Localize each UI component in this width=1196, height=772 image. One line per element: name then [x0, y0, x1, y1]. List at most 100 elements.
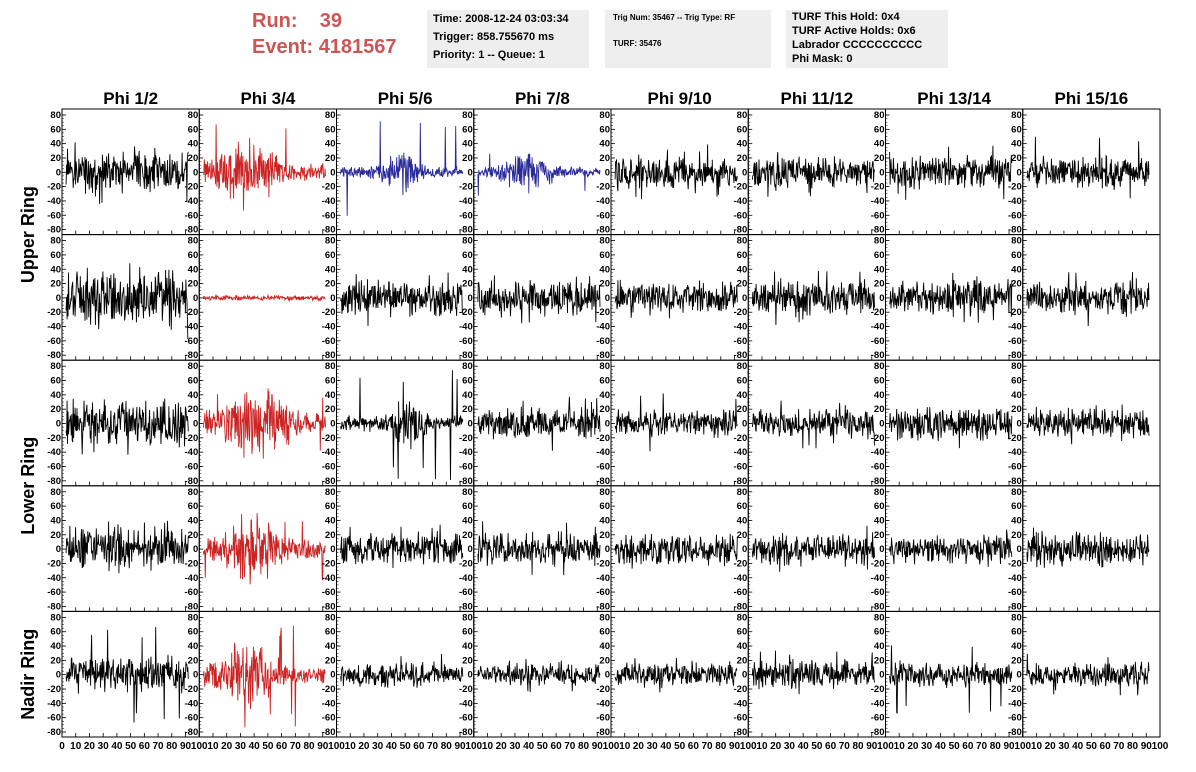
y-tick-label: 40: [1011, 139, 1022, 150]
y-tick-label: 20: [1011, 655, 1022, 666]
y-tick-label: -80: [596, 601, 610, 612]
waveform-trace: [889, 645, 1013, 714]
waveform-trace: [477, 658, 601, 693]
y-tick-label: -60: [871, 713, 885, 724]
y-tick-label: -40: [47, 322, 61, 333]
y-tick-label: 40: [462, 139, 473, 150]
y-tick-label: -40: [596, 573, 610, 584]
y-tick-label: 40: [599, 390, 610, 401]
y-tick-label: -20: [322, 182, 336, 193]
x-tick-label: 80: [1127, 741, 1139, 752]
y-tick-label: 0: [742, 419, 747, 430]
time-line: Time: 2008-12-24 03:03:34: [433, 13, 569, 25]
y-tick-label: 40: [874, 515, 885, 526]
y-tick-label: 20: [325, 153, 336, 164]
y-tick-label: -40: [47, 196, 61, 207]
y-tick-label: -20: [47, 433, 61, 444]
y-tick-label: 0: [879, 419, 884, 430]
y-tick-label: -40: [734, 196, 748, 207]
y-tick-label: -20: [185, 182, 199, 193]
x-tick-label: 30: [921, 741, 933, 752]
time-info-box: Time: 2008-12-24 03:03:34 Trigger: 858.7…: [427, 10, 589, 68]
column-header: Phi 9/10: [647, 89, 711, 108]
y-tick-label: -40: [596, 447, 610, 458]
y-tick-label: 0: [467, 670, 472, 681]
y-tick-label: -60: [734, 587, 748, 598]
x-tick-label: 30: [372, 741, 384, 752]
y-tick-label: 0: [467, 419, 472, 430]
y-tick-label: 40: [188, 641, 199, 652]
column-header: Phi 3/4: [240, 89, 295, 108]
y-tick-label: -60: [47, 461, 61, 472]
waveform-trace: [65, 398, 189, 455]
run-line: Run: 39: [252, 8, 422, 34]
y-tick-label: 20: [462, 655, 473, 666]
waveform-trace: [477, 275, 601, 324]
y-tick-label: -80: [185, 601, 199, 612]
y-tick-label: 60: [50, 627, 61, 638]
y-tick-label: 60: [874, 250, 885, 261]
y-tick-label: 80: [325, 612, 336, 623]
y-tick-label: 40: [50, 515, 61, 526]
x-tick-label: 10: [345, 741, 357, 752]
y-tick-label: -20: [47, 307, 61, 318]
y-tick-label: 60: [874, 627, 885, 638]
y-tick-label: 20: [462, 404, 473, 415]
y-tick-label: 40: [599, 264, 610, 275]
x-tick-label: 50: [537, 741, 549, 752]
y-tick-label: -40: [1008, 698, 1022, 709]
x-tick-label: 40: [1072, 741, 1084, 752]
y-tick-label: -60: [459, 210, 473, 221]
y-tick-label: -80: [734, 350, 748, 361]
y-tick-label: -20: [596, 558, 610, 569]
x-tick-label: 10: [756, 741, 768, 752]
y-tick-label: 20: [188, 404, 199, 415]
column-header: Phi 1/2: [103, 89, 158, 108]
y-tick-label: 60: [1011, 376, 1022, 387]
y-tick-label: -20: [459, 307, 473, 318]
x-tick-label: 90: [180, 741, 192, 752]
waveform-trace: [751, 270, 875, 326]
y-tick-label: 40: [462, 641, 473, 652]
y-tick-label: -60: [1008, 210, 1022, 221]
x-tick-label: 100: [465, 741, 482, 752]
x-tick-label: 80: [303, 741, 315, 752]
y-tick-label: 20: [188, 153, 199, 164]
waveform-trace: [65, 626, 189, 723]
waveform-trace: [751, 650, 875, 695]
y-tick-label: 80: [1011, 612, 1022, 623]
y-tick-label: -80: [185, 225, 199, 236]
x-tick-label: 80: [166, 741, 178, 752]
x-tick-label: 80: [990, 741, 1002, 752]
y-tick-label: 60: [325, 376, 336, 387]
y-tick-label: 20: [874, 530, 885, 541]
waveform-trace: [202, 513, 326, 585]
y-tick-label: 40: [50, 390, 61, 401]
y-tick-label: 0: [742, 167, 747, 178]
run-label: Run:: [252, 10, 298, 32]
y-tick-label: 80: [737, 612, 748, 623]
y-tick-label: 40: [325, 641, 336, 652]
x-tick-label: 20: [84, 741, 96, 752]
y-tick-label: 40: [737, 641, 748, 652]
x-tick-label: 70: [564, 741, 576, 752]
y-tick-label: 60: [462, 376, 473, 387]
y-tick-label: 0: [56, 544, 61, 555]
x-tick-label: 90: [454, 741, 466, 752]
y-tick-label: -20: [1008, 684, 1022, 695]
y-tick-label: -60: [734, 461, 748, 472]
waveform-trace: [340, 653, 464, 688]
y-tick-label: 20: [737, 655, 748, 666]
y-tick-label: 60: [50, 250, 61, 261]
x-tick-label: 0: [59, 741, 65, 752]
y-tick-label: 60: [50, 501, 61, 512]
y-tick-label: -80: [322, 350, 336, 361]
y-tick-label: -80: [459, 727, 473, 738]
waveform-trace: [614, 533, 738, 569]
y-tick-label: 40: [874, 264, 885, 275]
y-tick-label: -40: [185, 196, 199, 207]
y-tick-label: -80: [871, 225, 885, 236]
y-tick-label: -40: [734, 447, 748, 458]
y-tick-label: -80: [47, 225, 61, 236]
y-tick-label: 60: [737, 501, 748, 512]
